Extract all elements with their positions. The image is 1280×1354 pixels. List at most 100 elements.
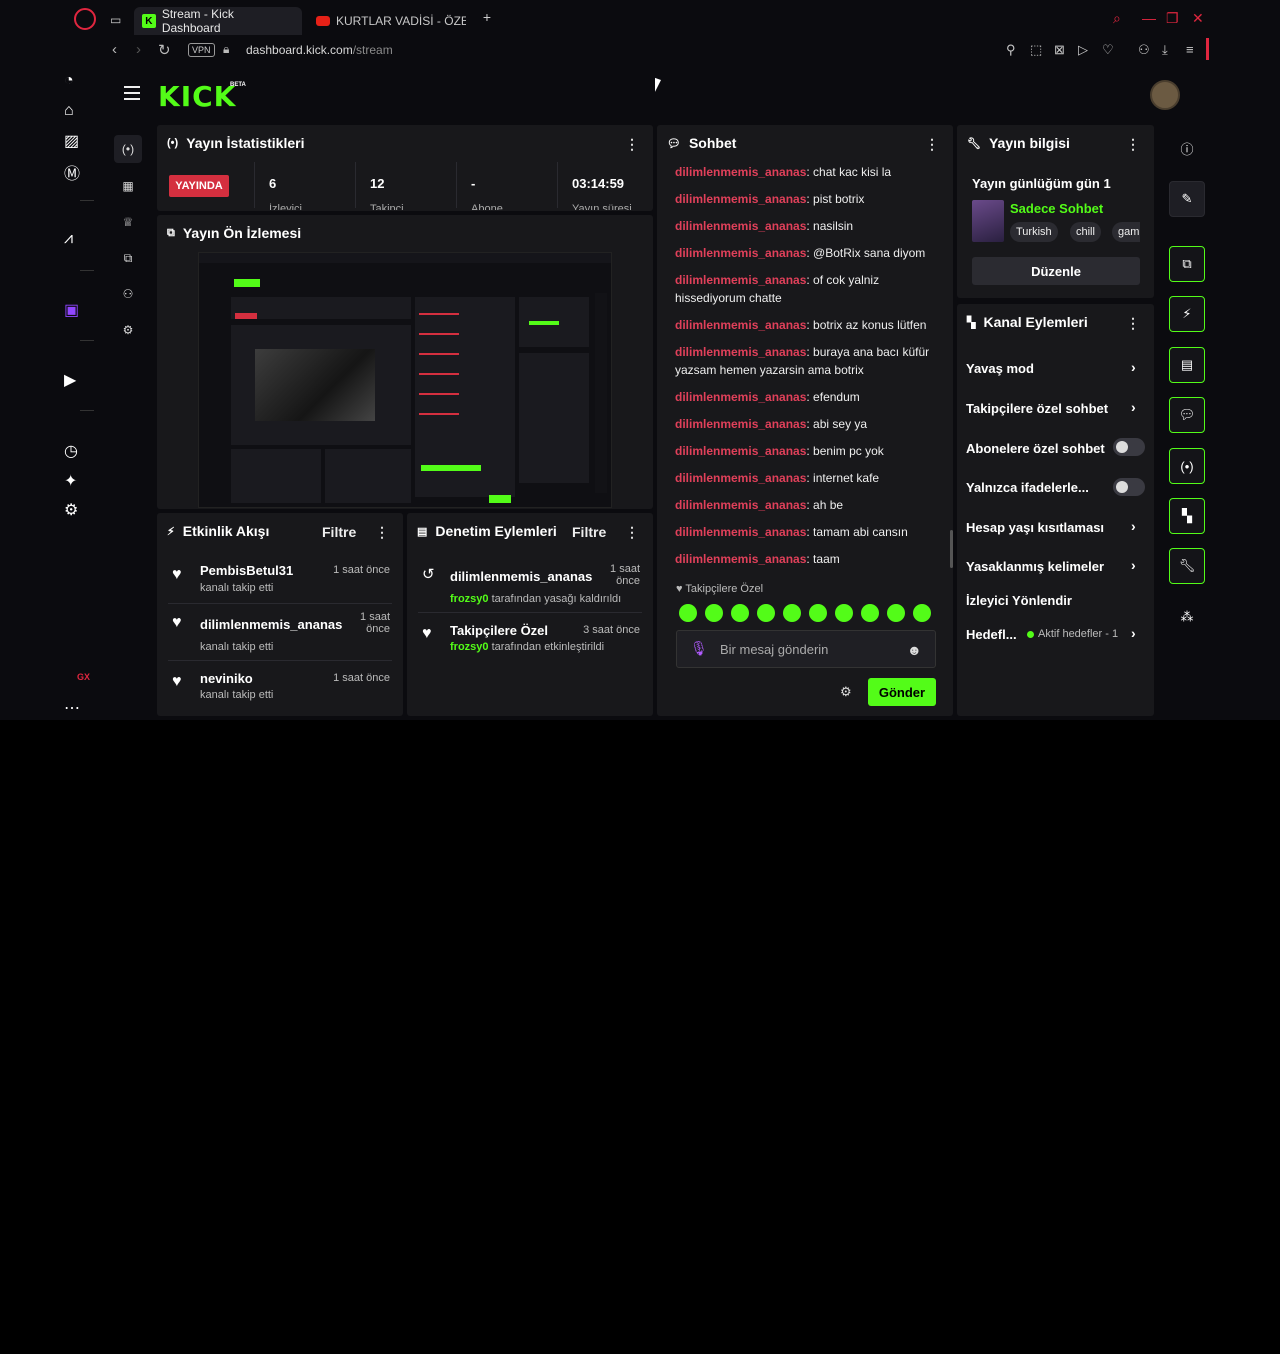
microphone-icon[interactable]: 🎙︎ xyxy=(690,640,708,656)
nav-clips-icon[interactable]: ⧉ xyxy=(123,250,133,265)
kebab-menu-icon[interactable]: ⋮ xyxy=(375,524,389,540)
pin-icon[interactable]: ⚲ xyxy=(1006,42,1016,57)
chat-username[interactable]: dilimlenmemis_ananas xyxy=(675,552,807,566)
nav-analytics-icon[interactable]: ▦ xyxy=(122,179,134,193)
close-window-icon[interactable]: ✕ xyxy=(1192,10,1204,26)
emote-icon[interactable] xyxy=(835,604,853,622)
emote-icon[interactable] xyxy=(887,604,905,622)
subs-only-toggle[interactable] xyxy=(1113,438,1145,456)
lightning-rail-icon[interactable]: ⚡︎ xyxy=(1169,296,1205,332)
emote-icon[interactable] xyxy=(861,604,879,622)
chat-username[interactable]: dilimlenmemis_ananas xyxy=(675,273,807,287)
adblock-icon[interactable]: ⊠ xyxy=(1054,42,1065,57)
vpn-badge[interactable]: VPN xyxy=(188,43,215,57)
preview-rail-icon[interactable]: ⧉ xyxy=(1169,246,1205,282)
tab-youtube[interactable]: KURTLAR VADİSİ - ÖZET xyxy=(308,7,474,35)
edit-button[interactable]: Düzenle xyxy=(972,257,1140,285)
chat-username[interactable]: dilimlenmemis_ananas xyxy=(675,525,807,539)
event-username[interactable]: PembisBetul31 xyxy=(200,563,294,578)
mod-username[interactable]: dilimlenmemis_ananas xyxy=(450,569,593,584)
mail-icon[interactable]: Ⓜ xyxy=(64,166,81,183)
apps-icon[interactable]: ⁂ xyxy=(1180,609,1194,624)
wrench-rail-icon[interactable]: 🔧︎ xyxy=(1169,548,1205,584)
mod-title[interactable]: Takipçilere Özel xyxy=(450,623,549,638)
chat-username[interactable]: dilimlenmemis_ananas xyxy=(675,444,807,458)
hamburger-menu-icon[interactable] xyxy=(124,86,140,100)
chat-username[interactable]: dilimlenmemis_ananas xyxy=(675,165,807,179)
document-rail-icon[interactable]: ▤ xyxy=(1169,347,1205,383)
lock-icon[interactable]: 🔒︎ xyxy=(223,42,230,56)
emote-icon[interactable] xyxy=(705,604,723,622)
chat-username[interactable]: dilimlenmemis_ananas xyxy=(675,390,807,404)
address-bar[interactable]: dashboard.kick.com/stream xyxy=(246,43,393,57)
chat-rail-icon[interactable]: 💬︎ xyxy=(1169,397,1205,433)
chat-username[interactable]: dilimlenmemis_ananas xyxy=(675,246,807,260)
mod-actor[interactable]: frozsy0 xyxy=(450,593,489,605)
filter-button[interactable]: Filtre xyxy=(322,524,357,540)
avatar[interactable] xyxy=(1150,80,1180,110)
followers-only-row[interactable]: Takipçilere özel sohbet xyxy=(966,401,1109,416)
chat-username[interactable]: dilimlenmemis_ananas xyxy=(675,471,807,485)
goals-row[interactable]: Hedefl... xyxy=(966,627,1017,642)
settings-icon[interactable]: ⚙ xyxy=(64,502,79,519)
chat-scrollbar[interactable] xyxy=(950,530,953,568)
emote-icon[interactable] xyxy=(757,604,775,622)
emotes-only-toggle[interactable] xyxy=(1113,478,1145,496)
chat-username[interactable]: dilimlenmemis_ananas xyxy=(675,345,807,359)
player-icon[interactable]: ▷ xyxy=(1078,42,1088,57)
stream-preview-video[interactable] xyxy=(198,252,612,508)
kebab-menu-icon[interactable]: ⋮ xyxy=(625,524,639,540)
info-icon[interactable]: ⓘ xyxy=(1180,141,1194,157)
search-tabs-icon[interactable]: ⌕ xyxy=(1113,10,1121,26)
emote-icon[interactable] xyxy=(731,604,749,622)
maximize-icon[interactable]: ❐ xyxy=(1166,10,1179,26)
chat-username[interactable]: dilimlenmemis_ananas xyxy=(675,498,807,512)
emote-icon[interactable] xyxy=(679,604,697,622)
emote-icon[interactable] xyxy=(783,604,801,622)
banned-words-row[interactable]: Yasaklanmış kelimeler xyxy=(966,559,1105,574)
tab-kick-dashboard[interactable]: K Stream - Kick Dashboard xyxy=(134,7,302,35)
more-icon[interactable]: ⋯ xyxy=(64,700,80,717)
extensions-icon[interactable]: ✦ xyxy=(64,473,78,490)
category-name[interactable]: Sadece Sohbet xyxy=(1010,201,1104,216)
raid-row[interactable]: İzleyici Yönlendir xyxy=(966,593,1072,608)
mod-actor[interactable]: frozsy0 xyxy=(450,641,489,653)
opera-logo-icon[interactable] xyxy=(74,8,96,30)
shopping-icon[interactable]: ⌂ xyxy=(64,102,74,119)
account-age-row[interactable]: Hesap yaşı kısıtlaması xyxy=(966,520,1105,535)
kick-sidebar-icon[interactable]: ⩘ xyxy=(64,230,74,247)
event-username[interactable]: neviniko xyxy=(200,671,253,686)
minimize-icon[interactable]: — xyxy=(1142,10,1156,26)
chevron-right-icon[interactable]: › xyxy=(1131,399,1136,415)
kebab-menu-icon[interactable]: ⋮ xyxy=(625,136,639,152)
chat-settings-icon[interactable]: ⚙ xyxy=(840,684,852,699)
chevron-right-icon[interactable]: › xyxy=(1131,557,1136,573)
filter-button[interactable]: Filtre xyxy=(572,524,607,540)
nav-stream-icon[interactable]: (•) xyxy=(114,135,142,163)
new-tab-icon[interactable]: + xyxy=(482,9,492,25)
nav-settings-icon[interactable]: ⚙ xyxy=(122,323,134,337)
emote-icon[interactable] xyxy=(913,604,931,622)
broadcast-rail-icon[interactable]: (•) xyxy=(1169,448,1205,484)
nav-community-icon[interactable]: ⚇ xyxy=(122,287,134,301)
chat-username[interactable]: dilimlenmemis_ananas xyxy=(675,192,807,206)
nav-trophy-icon[interactable]: ♕ xyxy=(122,215,134,229)
chat-input-placeholder[interactable]: Bir mesaj gönderin xyxy=(720,642,829,657)
event-username[interactable]: dilimlenmemis_ananas xyxy=(200,617,343,632)
kebab-menu-icon[interactable]: ⋮ xyxy=(1126,315,1140,331)
history-icon[interactable]: ◷ xyxy=(64,443,78,460)
emoji-icon[interactable]: ☻ xyxy=(907,642,922,658)
actions-rail-icon[interactable]: ▚ xyxy=(1169,498,1205,534)
download-icon[interactable]: ⤓ xyxy=(1162,42,1168,57)
chevron-right-icon[interactable]: › xyxy=(1131,625,1136,641)
workspace-icon[interactable]: ▭ xyxy=(110,13,122,27)
chat-input[interactable] xyxy=(676,630,936,668)
gx-corner-icon[interactable]: ▨ xyxy=(64,133,80,150)
send-button[interactable]: Gönder xyxy=(868,678,936,706)
menu-icon[interactable]: ≡ xyxy=(1186,42,1194,57)
profile-icon[interactable]: ⚇ xyxy=(1138,42,1150,57)
edit-icon[interactable]: ✎ xyxy=(1169,181,1205,217)
chat-username[interactable]: dilimlenmemis_ananas xyxy=(675,318,807,332)
heart-icon[interactable]: ♡ xyxy=(1102,42,1114,57)
kick-logo[interactable]: KICK xyxy=(158,80,237,113)
